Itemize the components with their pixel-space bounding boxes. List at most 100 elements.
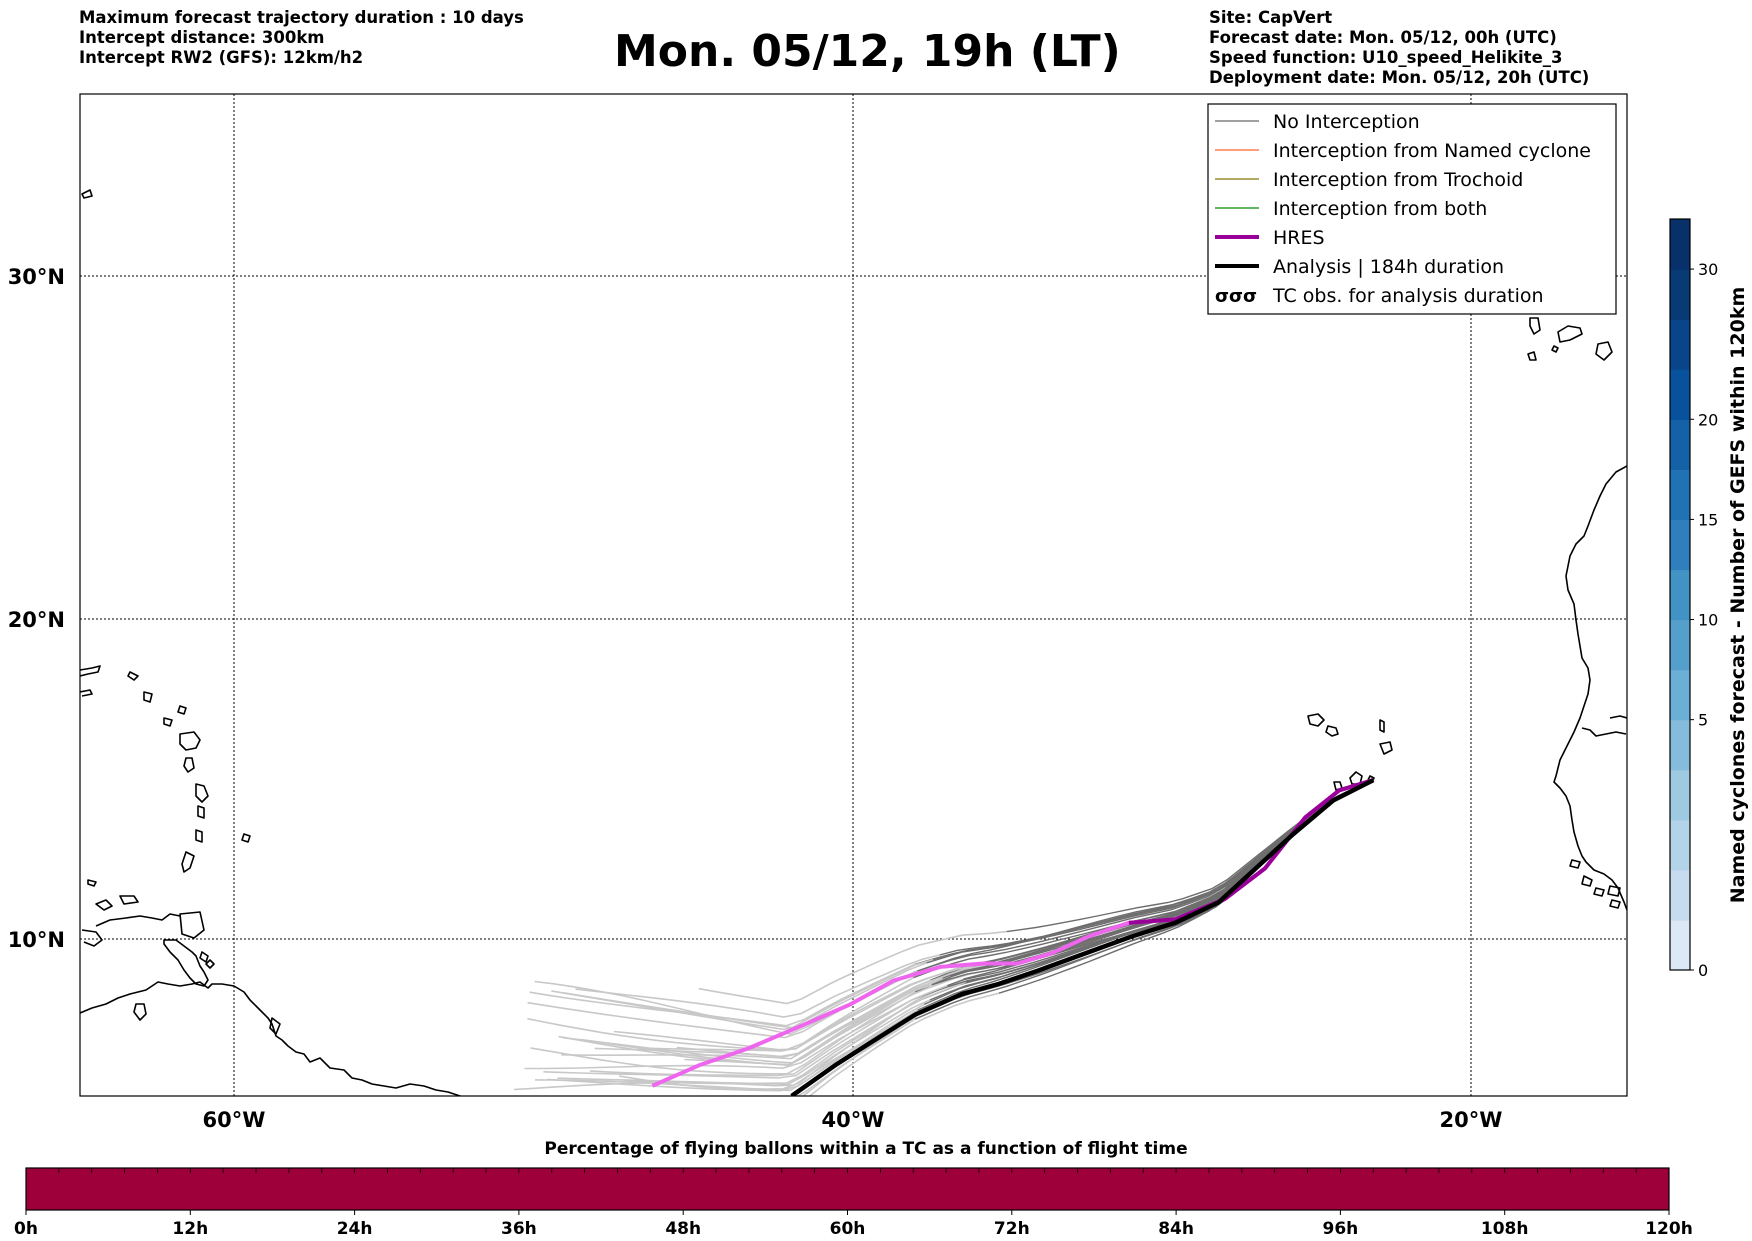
coastlines (80, 189, 1627, 1096)
coastline-grenadines (181, 851, 195, 873)
colorbar-swatch (1670, 669, 1690, 721)
legend-label: TC obs. for analysis duration (1272, 285, 1544, 307)
colorbar-swatch (1670, 769, 1690, 821)
colorbar-swatch (1670, 269, 1690, 320)
legend-label: Analysis | 184h duration (1273, 256, 1504, 278)
colorbar-swatch (1670, 469, 1690, 520)
lon-label: 40°W (822, 1108, 885, 1132)
flight-time-tick-label: 60h (830, 1219, 866, 1239)
coastline-islands (80, 689, 93, 697)
legend: No Interception Interception from Named c… (1207, 103, 1617, 315)
flight-time-tick-label: 108h (1481, 1219, 1529, 1239)
axis-labels: 60°W 40°W 20°W 30°N 20°N 10°N (8, 265, 1503, 1132)
coastline-cape-verde-santo-antao (1307, 713, 1325, 727)
coastline-caribbean-island (163, 939, 209, 987)
coastline-canary-islands (1557, 325, 1583, 343)
ensemble-trajectory-late (808, 992, 1000, 1096)
coastline-guinea-islands (1569, 859, 1581, 869)
coastline-guinea-islands (1607, 885, 1621, 897)
legend-item: Analysis | 184h duration (1215, 256, 1504, 278)
coastline-canary-islands (1551, 345, 1559, 353)
ensemble-trajectory-late (575, 954, 940, 1018)
coastline-islands (95, 899, 113, 911)
coastline-puerto-rico (80, 665, 101, 677)
legend-item: Interception from Named cyclone (1215, 140, 1591, 162)
coastline-guinea-islands (1609, 899, 1621, 909)
colorbar-swatch (1670, 919, 1690, 971)
ensemble-trajectory-late (557, 999, 931, 1086)
coastline-west-africa-detail (1609, 715, 1627, 719)
flight-time-bar-divisions (58, 1168, 1637, 1173)
ensemble-trajectory-late (795, 1018, 916, 1096)
flight-time-colorbar-title: Percentage of flying ballons within a TC… (544, 1139, 1187, 1159)
info-line: Deployment date: Mon. 05/12, 20h (UTC) (1209, 68, 1590, 87)
colorbar-swatches (1670, 219, 1690, 971)
ensemble-trajectory-late (613, 966, 961, 1051)
colorbar-tick-label: 0 (1698, 961, 1708, 980)
ensemble-trajectory-late (524, 999, 913, 1070)
info-line: Speed function: U10_speed_Helikite_3 (1209, 48, 1563, 67)
coastline-antigua (177, 705, 187, 715)
info-line: Site: CapVert (1209, 8, 1333, 27)
colorbar-swatch (1670, 369, 1690, 420)
coastline-cape-verde-boa-vista (1379, 741, 1393, 755)
map-frame (79, 93, 1628, 1097)
legend-box (1207, 103, 1617, 315)
flight-time-tick-label: 96h (1323, 1219, 1359, 1239)
coastline-cape-verde-sal (1379, 719, 1385, 733)
colorbar-swatch (1670, 719, 1690, 771)
legend-label: Interception from Trochoid (1273, 169, 1523, 191)
flight-time-ticks: 0h 12h 24h 36h 48h 60h 72h 84h 96h 108h 120h (14, 1210, 1693, 1239)
colorbar-swatch (1670, 569, 1690, 621)
coastline-barbados (241, 833, 251, 843)
flight-time-tick-label: 72h (994, 1219, 1030, 1239)
colorbar-swatch (1670, 319, 1690, 370)
ensemble-trajectory-late (684, 967, 1000, 1066)
colorbar-swatch (1670, 869, 1690, 921)
colorbar-swatch (1670, 419, 1690, 470)
ensemble-trajectory-late (527, 976, 914, 1052)
coastline-islet (81, 189, 93, 199)
info-line: Forecast date: Mon. 05/12, 00h (UTC) (1209, 28, 1557, 47)
map-title: Mon. 05/12, 19h (LT) (614, 26, 1121, 77)
colorbar-swatch (1670, 519, 1690, 571)
ensemble-trajectory-late (698, 930, 1007, 1005)
coastline-virgin-islands (127, 671, 139, 681)
legend-label: HRES (1273, 227, 1325, 249)
coastline-south-america (80, 981, 463, 1096)
coastline-canary-islands (1595, 341, 1613, 361)
coastline-grenada (205, 959, 215, 969)
legend-label: Interception from Named cyclone (1273, 140, 1591, 162)
colorbar-tick-label: 20 (1698, 410, 1718, 429)
coastline-west-africa (1553, 465, 1627, 911)
hres-trajectory-early (1128, 778, 1374, 925)
info-line: Intercept distance: 300km (79, 28, 325, 47)
ensemble-trajectory-late (543, 998, 923, 1079)
lat-label: 30°N (8, 265, 65, 289)
flight-time-tick-label: 24h (337, 1219, 373, 1239)
flight-time-tick-label: 120h (1645, 1219, 1693, 1239)
coastline-martinique (195, 783, 209, 803)
coastline-tobago (199, 951, 209, 963)
legend-item: σσσ TC obs. for analysis duration (1215, 285, 1544, 307)
flight-time-colorbar: Percentage of flying ballons within a TC… (14, 1139, 1693, 1239)
coastline-cape-verde-sao-vicente (1325, 725, 1339, 737)
named-cyclones-colorbar: 0 5 10 15 20 30 Named cyclones forecast - Num… (1669, 218, 1749, 980)
lon-label: 60°W (203, 1108, 266, 1132)
coastline-guadeloupe (179, 731, 201, 751)
info-line: Intercept RW2 (GFS): 12km/h2 (79, 48, 364, 67)
ensemble-trajectory-late (534, 1009, 919, 1092)
flight-time-tick-label: 12h (172, 1219, 208, 1239)
colorbar-swatch (1670, 819, 1690, 871)
coastline-small-island (269, 1017, 281, 1035)
colorbar-swatch (1670, 619, 1690, 671)
legend-label: No Interception (1273, 111, 1420, 133)
run-info-left: Maximum forecast trajectory duration : 1… (79, 8, 524, 68)
coastline-small-island (133, 1003, 147, 1021)
trajectory-layer (513, 778, 1375, 1096)
coastline-guinea-islands (1581, 875, 1593, 887)
coastline-gulf (81, 929, 103, 947)
colorbar-tick-label: 10 (1698, 611, 1718, 630)
lat-label: 10°N (8, 928, 65, 952)
